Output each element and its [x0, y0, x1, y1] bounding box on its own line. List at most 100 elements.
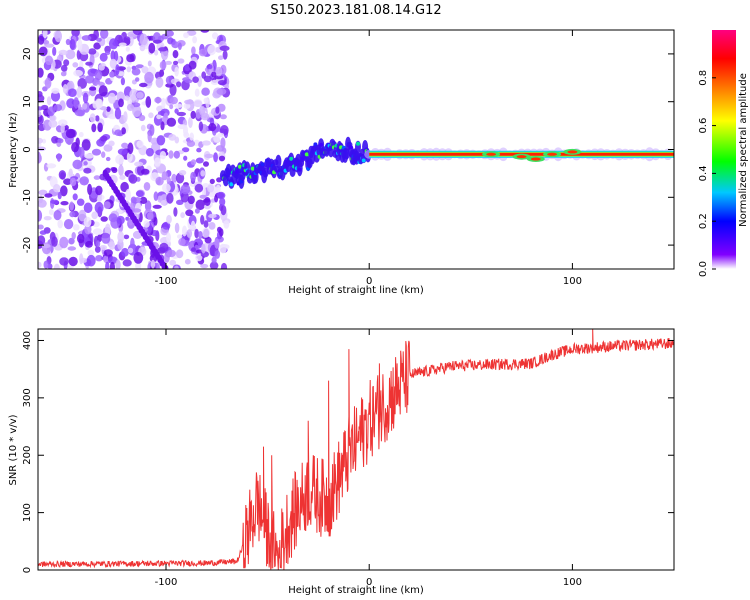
heatmap-cell: [198, 48, 207, 57]
heatmap-cell: [162, 183, 171, 193]
heatmap-cell: [161, 171, 168, 181]
heatmap-cell: [135, 77, 140, 82]
heatmap-cell: [94, 201, 104, 214]
heatmap-cell: [215, 145, 225, 152]
heatmap-cell: [139, 44, 146, 52]
heatmap-cell: [177, 42, 182, 50]
heatmap-cell: [108, 140, 115, 147]
heatmap-cell: [200, 112, 210, 121]
heatmap-cell: [172, 50, 179, 59]
heatmap-cell: [108, 213, 118, 223]
heatmap-cell: [209, 178, 215, 185]
heatmap-cell: [43, 40, 50, 45]
heatmap-cell: [96, 196, 102, 202]
heatmap-cell: [43, 216, 52, 221]
heatmap-cell: [156, 114, 162, 120]
heatmap-cell: [59, 236, 69, 249]
heatmap-cell: [178, 238, 186, 246]
heatmap-cell: [57, 138, 64, 144]
heatmap-cell: [211, 32, 219, 40]
heatmap-cell: [60, 64, 68, 72]
heatmap-cell: [45, 55, 53, 66]
heatmap-cell: [140, 168, 150, 175]
heatmap-cell: [126, 66, 132, 73]
heatmap-cell: [192, 36, 198, 44]
heatmap-cell: [115, 64, 120, 76]
heatmap-cell: [215, 66, 223, 77]
heatmap-cell: [63, 59, 70, 67]
heatmap-cell: [126, 54, 135, 63]
heatmap-cell: [136, 91, 144, 99]
heatmap-cell: [38, 137, 44, 144]
heatmap-cell: [165, 60, 172, 65]
heatmap-cell: [145, 147, 154, 157]
colorbar-tick-label: 0.0: [698, 261, 709, 277]
heatmap-cell: [206, 64, 213, 70]
heatmap-cell: [50, 199, 59, 204]
heatmap-cell: [148, 42, 156, 54]
heatmap-cell: [213, 152, 219, 163]
heatmap-cell: [171, 173, 177, 184]
heatmap-cell: [118, 98, 124, 108]
spectrogram-ylabel: Frequency (Hz): [8, 112, 19, 188]
heatmap-cell: [162, 221, 171, 230]
heatmap-cell: [96, 98, 104, 109]
heatmap-cell: [175, 249, 184, 259]
heatmap-cell: [173, 207, 178, 217]
heatmap-cell: [116, 215, 125, 225]
heatmap-cell: [73, 69, 83, 77]
heatmap-cell: [188, 60, 197, 70]
spectrogram-heatmap: [38, 30, 674, 269]
heatmap-cell: [109, 261, 115, 269]
heatmap-cell: [132, 30, 143, 36]
heatmap-cell: [180, 192, 189, 203]
heatmap-cell: [169, 96, 178, 105]
heatmap-cell: [86, 254, 96, 267]
heatmap-cell: [486, 152, 497, 156]
heatmap-cell: [126, 151, 133, 163]
heatmap-cell: [191, 46, 196, 55]
heatmap-cell: [185, 209, 194, 217]
heatmap-cell: [203, 161, 209, 167]
heatmap-cell: [58, 170, 67, 180]
heatmap-cell: [213, 135, 221, 143]
heatmap-cell: [220, 262, 228, 269]
heatmap-cell: [131, 208, 142, 213]
colorbar-label: Normalized spectral amplitude: [738, 73, 749, 227]
heatmap-cell: [204, 197, 211, 206]
heatmap-cell: [138, 114, 146, 122]
heatmap-cell: [148, 112, 154, 119]
heatmap-cell: [38, 46, 48, 57]
heatmap-cell: [174, 136, 180, 144]
heatmap-cell: [173, 60, 179, 65]
heatmap-cell: [297, 167, 302, 172]
heatmap-cell: [166, 176, 171, 185]
heatmap-cell: [165, 83, 174, 88]
heatmap-cell: [38, 209, 43, 222]
heatmap-cell: [140, 124, 146, 132]
heatmap-cell: [177, 58, 185, 64]
heatmap-cell: [128, 174, 138, 184]
heatmap-cell: [195, 254, 203, 262]
heatmap-cell: [154, 49, 159, 56]
heatmap-cell: [195, 157, 204, 164]
heatmap-cell: [65, 128, 76, 139]
heatmap-cell: [131, 67, 141, 76]
heatmap-cell: [38, 94, 45, 103]
heatmap-cell: [42, 138, 47, 144]
heatmap-cell: [48, 209, 54, 216]
heatmap-cell: [567, 150, 578, 154]
heatmap-cell: [47, 263, 53, 269]
heatmap-cell: [304, 152, 309, 157]
heatmap-cell: [174, 103, 183, 109]
heatmap-cell: [44, 77, 52, 89]
heatmap-cell: [361, 158, 366, 163]
heatmap-cell: [38, 151, 41, 163]
heatmap-cell: [200, 170, 206, 177]
heatmap-cell: [200, 30, 210, 33]
heatmap-cell: [201, 243, 206, 254]
heatmap-cell: [67, 246, 77, 251]
heatmap-cell: [109, 58, 117, 69]
heatmap-cell: [183, 131, 190, 138]
heatmap-cell: [176, 199, 184, 205]
